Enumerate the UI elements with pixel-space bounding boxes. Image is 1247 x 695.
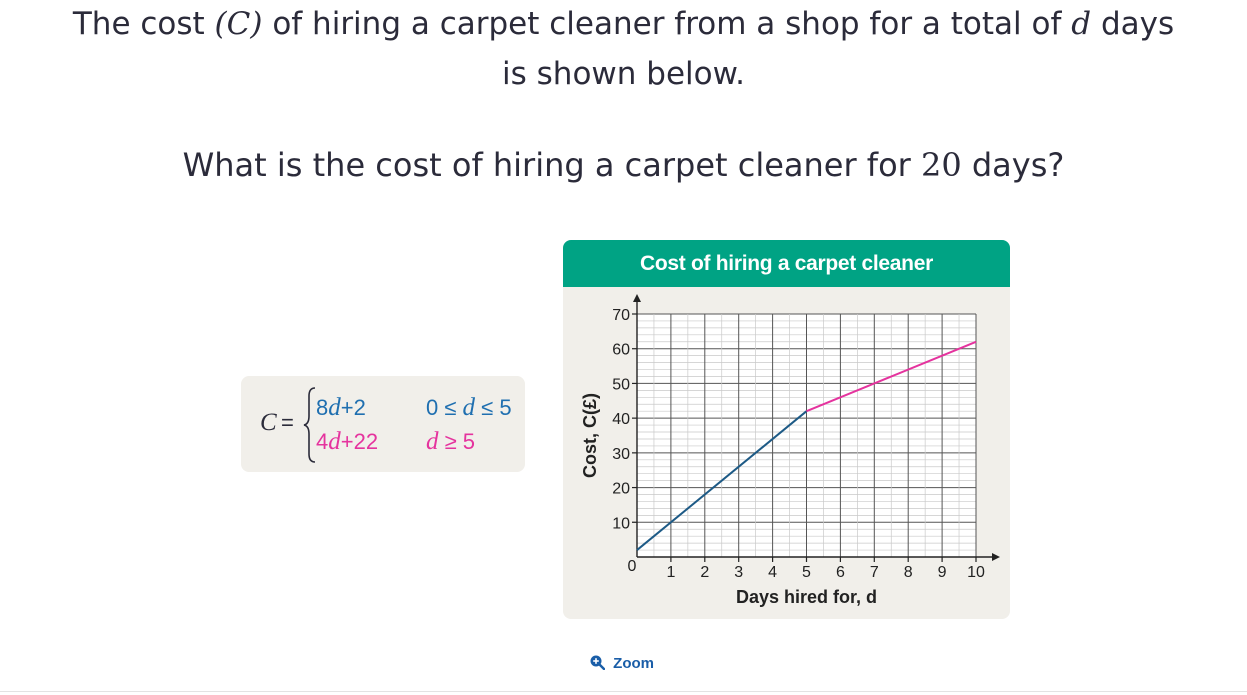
series-line-2 xyxy=(806,340,977,413)
y-tick-label: 10 xyxy=(612,515,630,532)
formula-lhs: C xyxy=(260,409,277,436)
curly-brace xyxy=(303,387,316,463)
y-tick-label: 60 xyxy=(612,342,630,359)
zoom-button[interactable]: Zoom xyxy=(589,654,654,672)
x-tick-label: 10 xyxy=(967,564,985,581)
question-line-1: The cost (C) of hiring a carpet cleaner … xyxy=(0,6,1247,42)
chart-card: Cost of hiring a carpet cleaner 10 20 30 40… xyxy=(563,240,1010,619)
question-line-2: is shown below. xyxy=(502,56,745,92)
piecewise-formula-box: C = 8d+2 0 ≤ d ≤ 5 4d+22 d ≥ 5 xyxy=(241,376,525,472)
y-axis-arrow xyxy=(633,294,641,302)
piece1-expression: 8d+2 xyxy=(316,394,366,421)
question-text: What is the cost of hiring a carpet clea… xyxy=(182,146,921,184)
question-text: The cost xyxy=(72,6,215,42)
y-tick-label: 20 xyxy=(612,481,630,498)
x-axis-arrow xyxy=(992,553,1000,561)
x-tick-label: 4 xyxy=(768,564,777,581)
y-tick-label: 70 xyxy=(612,307,630,324)
formula-equals: = xyxy=(281,410,294,435)
variable-d: d xyxy=(1071,6,1092,42)
x-tick-label: 3 xyxy=(734,564,743,581)
variable-c: (C) xyxy=(214,6,263,42)
x-axis-label: Days hired for, d xyxy=(736,587,877,607)
x-tick-label: 1 xyxy=(666,564,675,581)
piece2-condition: d ≥ 5 xyxy=(426,428,476,455)
x-tick-label: 7 xyxy=(870,564,879,581)
x-tick-label: 6 xyxy=(836,564,845,581)
series-line-1 xyxy=(636,410,808,551)
days-number: 20 xyxy=(920,146,962,184)
piece1-condition: 0 ≤ d ≤ 5 xyxy=(426,394,512,421)
x-tick-label: 2 xyxy=(700,564,709,581)
question-text: of hiring a carpet cleaner from a shop f… xyxy=(262,6,1072,42)
origin-label: 0 xyxy=(628,558,637,575)
bottom-divider xyxy=(0,691,1247,692)
piece2-expression: 4d+22 xyxy=(316,428,379,455)
question-prompt: What is the cost of hiring a carpet clea… xyxy=(0,146,1247,184)
y-axis-label: Cost, C(£) xyxy=(580,393,600,478)
y-tick-label: 30 xyxy=(612,446,630,463)
zoom-label: Zoom xyxy=(613,655,654,672)
chart-title: Cost of hiring a carpet cleaner xyxy=(563,240,1010,287)
y-tick-label: 40 xyxy=(612,411,630,428)
x-tick-label: 8 xyxy=(904,564,913,581)
y-tick-label: 50 xyxy=(612,376,630,393)
question-text: days? xyxy=(961,146,1065,184)
x-tick-label: 9 xyxy=(938,564,947,581)
question-text: days xyxy=(1091,6,1175,42)
line-chart: 10 20 30 40 50 60 70 0 1 2 3 4 5 6 7 8 9 10 Days hired for… xyxy=(580,294,1000,607)
zoom-in-icon xyxy=(590,655,606,671)
x-tick-label: 5 xyxy=(802,564,811,581)
